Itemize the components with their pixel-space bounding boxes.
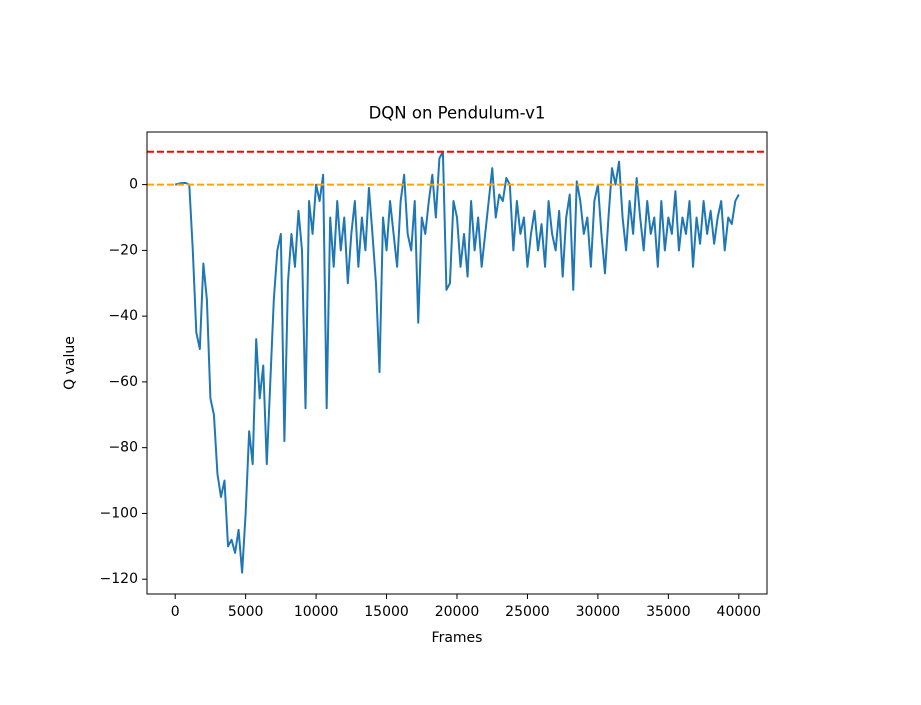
x-tick-label: 25000: [505, 604, 550, 620]
plot-frame: [146, 131, 768, 595]
y-tick-label: −120: [100, 571, 138, 587]
y-tick-label: −20: [108, 242, 138, 258]
y-tick-label: −100: [100, 505, 138, 521]
y-axis-label: Q value: [62, 336, 78, 390]
y-tick-label: 0: [129, 177, 138, 193]
x-tick-label: 35000: [646, 604, 691, 620]
y-tick-label: −40: [108, 308, 138, 324]
x-axis-label: Frames: [432, 630, 483, 646]
x-tick-label: 20000: [435, 604, 480, 620]
x-tick-label: 15000: [364, 604, 409, 620]
y-tick-label: −80: [108, 440, 138, 456]
x-tick-label: 30000: [576, 604, 621, 620]
data-line: [174, 150, 740, 574]
chart-title: DQN on Pendulum-v1: [369, 104, 546, 123]
x-tick-label: 40000: [717, 604, 762, 620]
x-tick-label: 10000: [294, 604, 339, 620]
x-tick-label: 0: [171, 604, 180, 620]
y-tick-label: −60: [108, 374, 138, 390]
x-tick-label: 5000: [228, 604, 264, 620]
